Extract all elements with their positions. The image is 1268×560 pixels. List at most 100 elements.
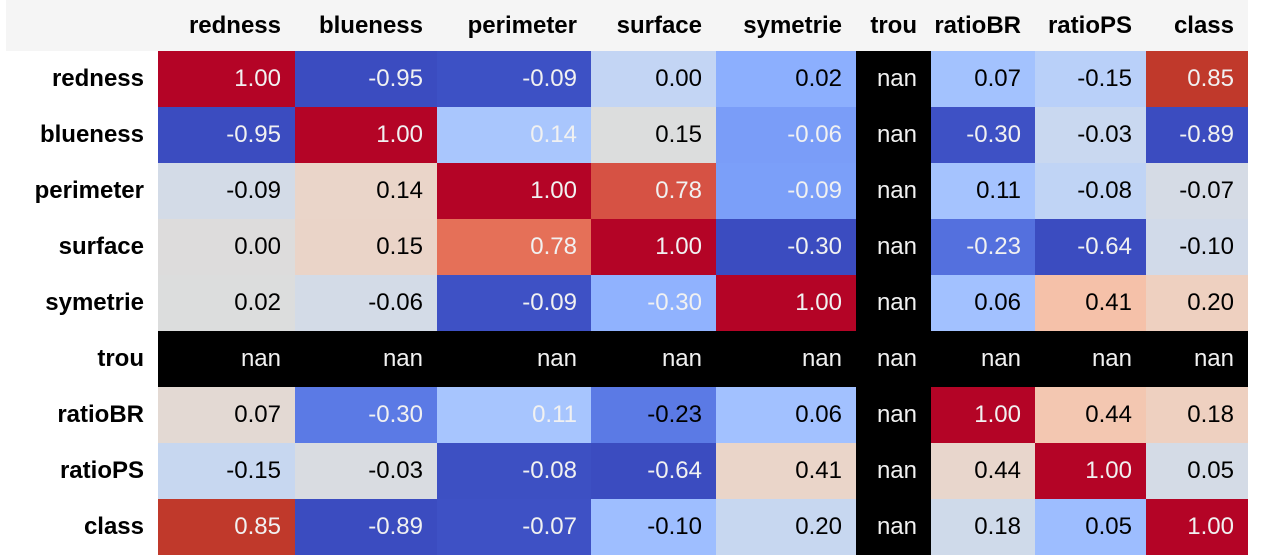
- heatmap-cell-perimeter-symetrie: -0.09: [716, 163, 856, 219]
- heatmap-cell-blueness-redness: -0.95: [158, 107, 295, 163]
- heatmap-cell-perimeter-perimeter: 1.00: [437, 163, 591, 219]
- heatmap-cell-surface-ratioBR: -0.23: [931, 219, 1035, 275]
- heatmap-cell-ratioPS-perimeter: -0.08: [437, 443, 591, 499]
- corner-header-cell: [6, 0, 158, 51]
- heatmap-cell-surface-redness: 0.00: [158, 219, 295, 275]
- heatmap-cell-trou-surface: nan: [591, 331, 716, 387]
- column-header-row: redness blueness perimeter surface symetrie t…: [6, 0, 1248, 51]
- heatmap-cell-perimeter-ratioBR: 0.11: [931, 163, 1035, 219]
- heatmap-cell-redness-redness: 1.00: [158, 51, 295, 107]
- heatmap-cell-blueness-blueness: 1.00: [295, 107, 437, 163]
- heatmap-cell-blueness-perimeter: 0.14: [437, 107, 591, 163]
- heatmap-cell-ratioPS-trou: nan: [856, 443, 931, 499]
- heatmap-cell-blueness-trou: nan: [856, 107, 931, 163]
- heatmap-cell-surface-ratioPS: -0.64: [1035, 219, 1146, 275]
- heatmap-cell-ratioBR-trou: nan: [856, 387, 931, 443]
- heatmap-cell-ratioBR-ratioPS: 0.44: [1035, 387, 1146, 443]
- row-header-blueness: blueness: [6, 107, 158, 163]
- heatmap-cell-trou-blueness: nan: [295, 331, 437, 387]
- heatmap-cell-ratioBR-symetrie: 0.06: [716, 387, 856, 443]
- heatmap-cell-class-trou: nan: [856, 499, 931, 555]
- heatmap-cell-redness-ratioPS: -0.15: [1035, 51, 1146, 107]
- heatmap-cell-redness-surface: 0.00: [591, 51, 716, 107]
- heatmap-cell-ratioPS-symetrie: 0.41: [716, 443, 856, 499]
- heatmap-cell-ratioBR-blueness: -0.30: [295, 387, 437, 443]
- heatmap-cell-symetrie-trou: nan: [856, 275, 931, 331]
- heatmap-cell-surface-surface: 1.00: [591, 219, 716, 275]
- heatmap-cell-blueness-ratioPS: -0.03: [1035, 107, 1146, 163]
- row-header-ratioBR: ratioBR: [6, 387, 158, 443]
- row-header-ratioPS: ratioPS: [6, 443, 158, 499]
- heatmap-cell-blueness-symetrie: -0.06: [716, 107, 856, 163]
- column-header-trou: trou: [856, 0, 931, 51]
- heatmap-cell-redness-symetrie: 0.02: [716, 51, 856, 107]
- table-body: redness 1.00 -0.95 -0.09 0.00 0.02 nan 0.07 -0.1…: [6, 51, 1248, 555]
- correlation-table: redness blueness perimeter surface symetrie t…: [6, 0, 1248, 555]
- heatmap-cell-ratioBR-class: 0.18: [1146, 387, 1248, 443]
- column-header-redness: redness: [158, 0, 295, 51]
- column-header-ratioPS: ratioPS: [1035, 0, 1146, 51]
- heatmap-cell-class-ratioBR: 0.18: [931, 499, 1035, 555]
- table-row-class: class 0.85 -0.89 -0.07 -0.10 0.20 nan 0.18 0.05 1…: [6, 499, 1248, 555]
- heatmap-cell-ratioBR-surface: -0.23: [591, 387, 716, 443]
- heatmap-cell-trou-class: nan: [1146, 331, 1248, 387]
- heatmap-cell-ratioPS-redness: -0.15: [158, 443, 295, 499]
- heatmap-cell-blueness-class: -0.89: [1146, 107, 1248, 163]
- heatmap-cell-trou-symetrie: nan: [716, 331, 856, 387]
- heatmap-cell-symetrie-ratioPS: 0.41: [1035, 275, 1146, 331]
- heatmap-cell-ratioPS-blueness: -0.03: [295, 443, 437, 499]
- heatmap-cell-class-perimeter: -0.07: [437, 499, 591, 555]
- heatmap-cell-trou-perimeter: nan: [437, 331, 591, 387]
- heatmap-cell-perimeter-class: -0.07: [1146, 163, 1248, 219]
- heatmap-cell-symetrie-surface: -0.30: [591, 275, 716, 331]
- heatmap-cell-class-blueness: -0.89: [295, 499, 437, 555]
- table-row-redness: redness 1.00 -0.95 -0.09 0.00 0.02 nan 0.07 -0.1…: [6, 51, 1248, 107]
- heatmap-cell-redness-perimeter: -0.09: [437, 51, 591, 107]
- table-row-symetrie: symetrie 0.02 -0.06 -0.09 -0.30 1.00 nan 0.06 0.…: [6, 275, 1248, 331]
- table-row-surface: surface 0.00 0.15 0.78 1.00 -0.30 nan -0.23 -0.6…: [6, 219, 1248, 275]
- heatmap-cell-redness-blueness: -0.95: [295, 51, 437, 107]
- column-header-class: class: [1146, 0, 1248, 51]
- heatmap-cell-perimeter-ratioPS: -0.08: [1035, 163, 1146, 219]
- heatmap-cell-symetrie-class: 0.20: [1146, 275, 1248, 331]
- heatmap-cell-blueness-surface: 0.15: [591, 107, 716, 163]
- heatmap-cell-ratioBR-redness: 0.07: [158, 387, 295, 443]
- heatmap-cell-redness-ratioBR: 0.07: [931, 51, 1035, 107]
- heatmap-cell-symetrie-symetrie: 1.00: [716, 275, 856, 331]
- column-header-surface: surface: [591, 0, 716, 51]
- table-row-ratioPS: ratioPS -0.15 -0.03 -0.08 -0.64 0.41 nan 0.44 1.…: [6, 443, 1248, 499]
- heatmap-cell-ratioBR-perimeter: 0.11: [437, 387, 591, 443]
- heatmap-cell-perimeter-blueness: 0.14: [295, 163, 437, 219]
- column-header-symetrie: symetrie: [716, 0, 856, 51]
- heatmap-cell-trou-redness: nan: [158, 331, 295, 387]
- heatmap-cell-trou-ratioBR: nan: [931, 331, 1035, 387]
- row-header-trou: trou: [6, 331, 158, 387]
- row-header-surface: surface: [6, 219, 158, 275]
- table-row-trou: trou nan nan nan nan nan nan nan nan nan: [6, 331, 1248, 387]
- heatmap-cell-trou-ratioPS: nan: [1035, 331, 1146, 387]
- heatmap-cell-ratioPS-surface: -0.64: [591, 443, 716, 499]
- heatmap-cell-surface-symetrie: -0.30: [716, 219, 856, 275]
- heatmap-cell-surface-perimeter: 0.78: [437, 219, 591, 275]
- heatmap-cell-redness-trou: nan: [856, 51, 931, 107]
- heatmap-cell-perimeter-trou: nan: [856, 163, 931, 219]
- table-row-ratioBR: ratioBR 0.07 -0.30 0.11 -0.23 0.06 nan 1.00 0.44…: [6, 387, 1248, 443]
- heatmap-cell-ratioBR-ratioBR: 1.00: [931, 387, 1035, 443]
- table-row-perimeter: perimeter -0.09 0.14 1.00 0.78 -0.09 nan 0.11 -0…: [6, 163, 1248, 219]
- heatmap-cell-class-ratioPS: 0.05: [1035, 499, 1146, 555]
- column-header-perimeter: perimeter: [437, 0, 591, 51]
- heatmap-cell-symetrie-redness: 0.02: [158, 275, 295, 331]
- heatmap-cell-blueness-ratioBR: -0.30: [931, 107, 1035, 163]
- heatmap-cell-class-class: 1.00: [1146, 499, 1248, 555]
- heatmap-cell-surface-class: -0.10: [1146, 219, 1248, 275]
- row-header-symetrie: symetrie: [6, 275, 158, 331]
- heatmap-cell-surface-trou: nan: [856, 219, 931, 275]
- row-header-class: class: [6, 499, 158, 555]
- heatmap-cell-trou-trou: nan: [856, 331, 931, 387]
- table-row-blueness: blueness -0.95 1.00 0.14 0.15 -0.06 nan -0.30 -0…: [6, 107, 1248, 163]
- row-header-redness: redness: [6, 51, 158, 107]
- heatmap-cell-class-surface: -0.10: [591, 499, 716, 555]
- heatmap-cell-ratioPS-ratioPS: 1.00: [1035, 443, 1146, 499]
- heatmap-cell-surface-blueness: 0.15: [295, 219, 437, 275]
- heatmap-cell-perimeter-redness: -0.09: [158, 163, 295, 219]
